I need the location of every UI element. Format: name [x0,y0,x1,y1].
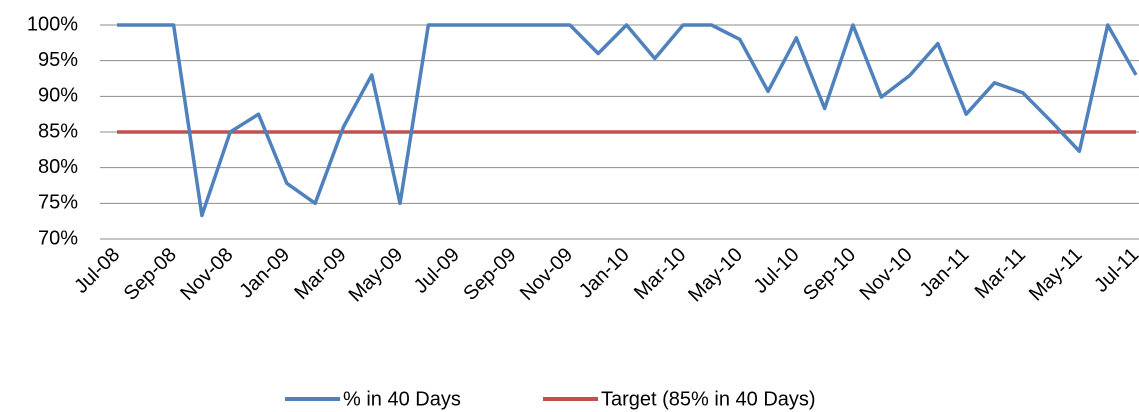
x-tick-label: Nov-08 [176,244,237,305]
x-tick-label: Jul-08 [70,244,124,298]
x-tick-label: Sep-09 [459,244,520,305]
series-line [117,23,1138,218]
y-tick-label: 100% [27,13,78,35]
y-tick-label: 75% [38,192,78,214]
legend-label: Target (85% in 40 Days) [601,388,816,410]
x-tick-label: May-11 [1025,244,1087,306]
x-tick-label: Jul-10 [750,244,804,298]
y-tick-label: 70% [38,227,78,249]
x-tick-label: Jan-09 [235,244,294,303]
x-tick-label: Mar-10 [630,244,690,304]
x-tick-label: May-10 [684,244,747,307]
x-tick-label: Mar-11 [971,244,1030,303]
x-tick-label: Jul-11 [1090,244,1139,297]
legend-label: % in 40 Days [343,388,461,410]
x-tick-label: Nov-09 [516,244,577,305]
y-tick-label: 80% [38,156,78,178]
x-tick-label: Jul-09 [410,244,464,298]
x-tick-label: Sep-10 [799,244,860,305]
y-tick-label: 95% [38,49,78,71]
y-tick-label: 85% [38,120,78,142]
x-tick-label: Sep-08 [120,244,181,305]
y-tick-label: 90% [38,85,78,107]
x-tick-label: Nov-10 [856,244,917,305]
x-tick-label: Mar-09 [290,244,350,304]
x-tick-label: Jan-11 [916,244,974,302]
x-tick-label: May-09 [345,244,408,307]
x-tick-label: Jan-10 [575,244,634,303]
